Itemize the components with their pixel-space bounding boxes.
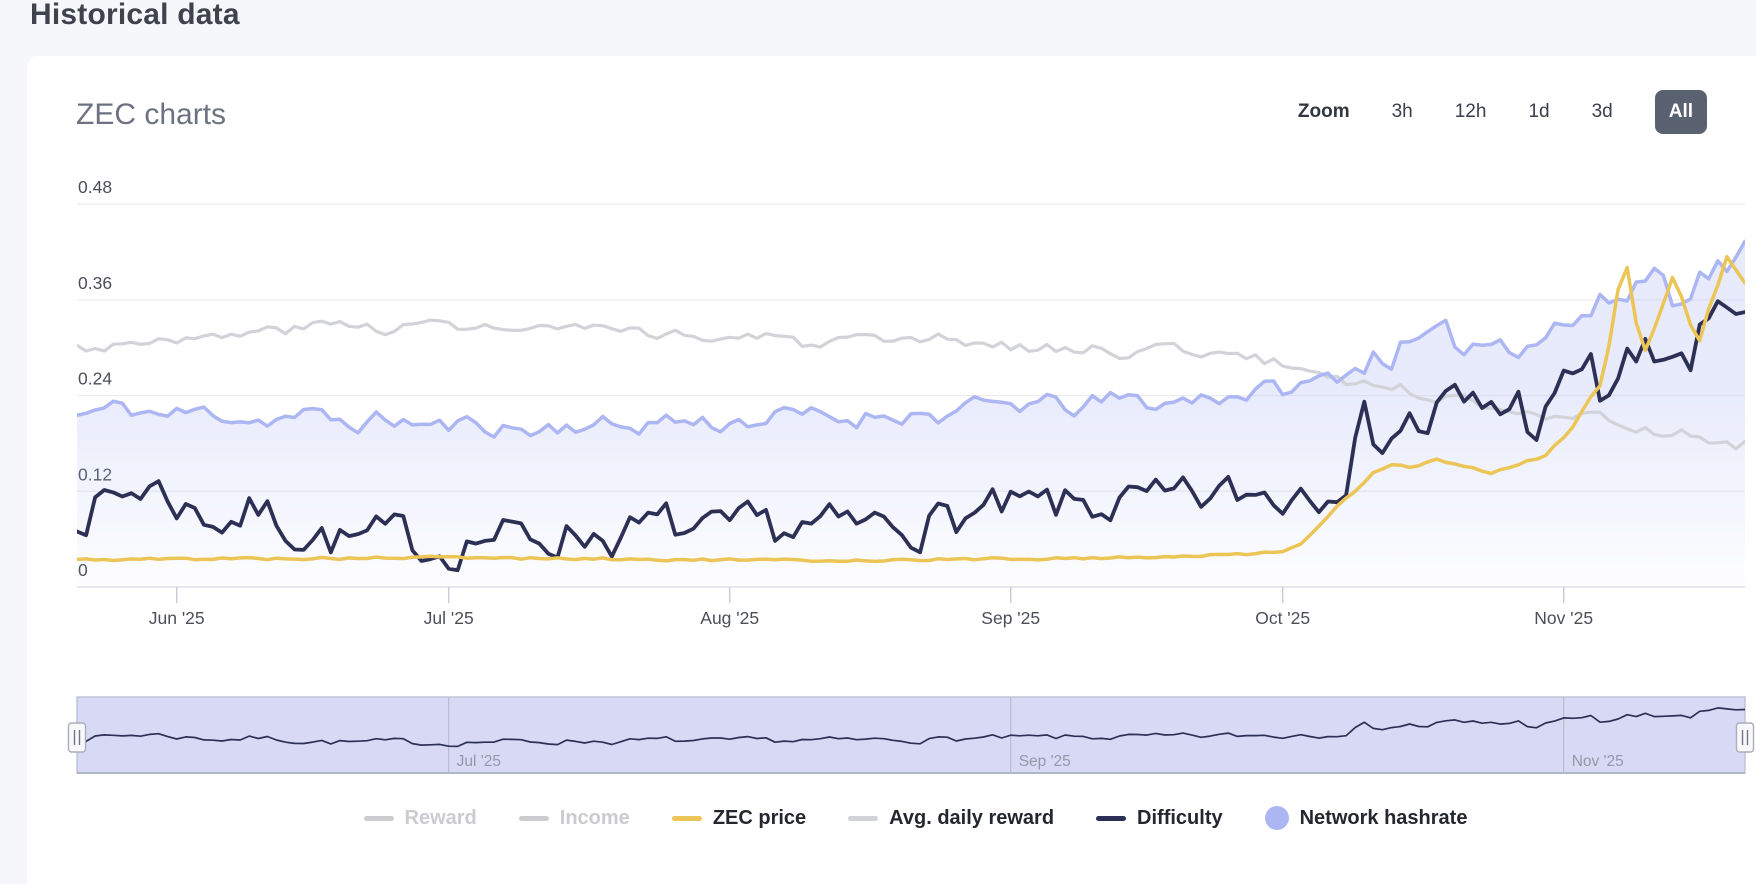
legend-circle-marker	[1264, 806, 1289, 830]
legend-line-marker	[1096, 815, 1127, 821]
handle-grip-icon	[67, 722, 87, 753]
x-axis-label: Jul '25	[424, 608, 474, 628]
series-group	[77, 239, 1745, 588]
navigator-left-handle[interactable]	[67, 722, 87, 753]
legend-line-marker	[518, 815, 549, 821]
navigator-right-handle[interactable]	[1735, 722, 1755, 753]
network-hashrate-line	[77, 239, 1745, 439]
legend-label: ZEC price	[712, 806, 807, 829]
legend-item-income[interactable]: Income	[518, 806, 630, 830]
handle-grip-icon	[1735, 722, 1755, 753]
page-title: Historical data	[30, 0, 240, 31]
chart-legend: Reward Income ZEC price Avg. daily reward Di…	[27, 806, 1756, 830]
navigator-series-group	[77, 707, 1745, 748]
legend-item-reward[interactable]: Reward	[363, 806, 477, 830]
navigator-axis-label: Nov '25	[1572, 753, 1624, 770]
navigator-line	[77, 707, 1745, 748]
legend-line-marker	[671, 815, 702, 821]
x-axis-label: Nov '25	[1534, 608, 1593, 628]
y-axis-label: 0.48	[78, 177, 112, 197]
zec-price-line	[77, 254, 1745, 564]
legend-item-network-hashrate[interactable]: Network hashrate	[1264, 806, 1468, 830]
legend-item-zec-price[interactable]: ZEC price	[671, 806, 807, 830]
y-axis-label: 0.36	[78, 273, 112, 293]
legend-label: Difficulty	[1137, 806, 1223, 829]
navigator-axis-label: Jul '25	[457, 753, 501, 770]
navigator-track[interactable]	[76, 696, 1746, 774]
legend-item-avg-daily-reward[interactable]: Avg. daily reward	[848, 807, 1054, 830]
zoom-label: Zoom	[1297, 100, 1350, 122]
x-axis-label: Jun '25	[149, 608, 205, 628]
chart-title: ZEC charts	[76, 98, 227, 131]
legend-line-marker	[848, 815, 879, 821]
range-option-3h[interactable]: 3h	[1391, 100, 1413, 122]
range-option-12h[interactable]: 12h	[1454, 100, 1487, 122]
x-axis-label: Aug '25	[700, 608, 759, 628]
range-option-all[interactable]: All	[1654, 89, 1707, 134]
x-axis-label: Oct '25	[1255, 608, 1310, 628]
difficulty-line	[77, 299, 1745, 573]
legend-label: Reward	[404, 806, 477, 829]
range-option-1d[interactable]: 1d	[1528, 100, 1550, 122]
legend-label: Network hashrate	[1299, 806, 1468, 829]
chart-plot-area[interactable]	[77, 150, 1745, 587]
legend-line-marker	[363, 815, 394, 821]
x-axis-label: Sep '25	[981, 608, 1040, 628]
legend-item-difficulty[interactable]: Difficulty	[1096, 807, 1223, 830]
legend-label: Avg. daily reward	[889, 806, 1055, 829]
range-selector: Zoom 3h 12h 1d 3d All	[1298, 88, 1707, 135]
legend-label: Income	[559, 806, 630, 829]
y-axis-label: 0.24	[78, 369, 112, 389]
navigator-axis-label: Sep '25	[1019, 753, 1071, 770]
range-option-3d[interactable]: 3d	[1591, 100, 1613, 122]
